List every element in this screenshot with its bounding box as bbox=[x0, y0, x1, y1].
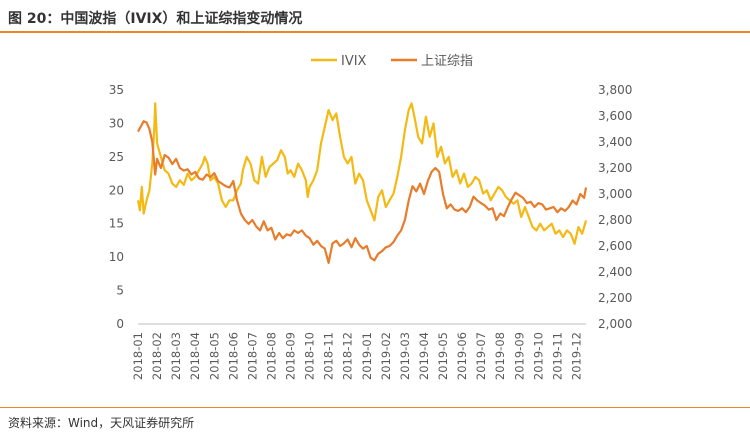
x-tick-label: 2019-11 bbox=[550, 332, 564, 380]
x-tick-label: 2019-10 bbox=[531, 332, 545, 380]
x-tick-label: 2019-12 bbox=[569, 332, 583, 380]
y-right-tick-label: 3,600 bbox=[598, 109, 632, 123]
y-left-tick-label: 30 bbox=[109, 116, 124, 130]
x-tick-label: 2018-05 bbox=[207, 332, 221, 380]
x-tick-label: 2019-07 bbox=[474, 332, 488, 380]
x-tick-label: 2018-09 bbox=[284, 332, 298, 380]
x-tick-label: 2019-02 bbox=[379, 332, 393, 380]
y-left-tick-label: 25 bbox=[109, 150, 124, 164]
y-left-tick-label: 15 bbox=[109, 217, 124, 231]
x-tick-label: 2018-08 bbox=[264, 332, 278, 380]
x-tick-label: 2019-09 bbox=[512, 332, 526, 380]
footer-divider bbox=[0, 407, 750, 408]
x-tick-label: 2018-01 bbox=[131, 332, 145, 380]
y-left-tick-label: 35 bbox=[109, 83, 124, 97]
x-tick-label: 2018-06 bbox=[226, 332, 240, 380]
figure-title: 图 20：中国波指（IVIX）和上证综指变动情况 bbox=[8, 11, 303, 27]
y-left-tick-label: 0 bbox=[116, 317, 124, 331]
y-left-tick-label: 5 bbox=[116, 284, 124, 298]
x-tick-label: 2018-03 bbox=[169, 332, 183, 380]
y-left-tick-label: 20 bbox=[109, 183, 124, 197]
x-tick-label: 2018-10 bbox=[303, 332, 317, 380]
line-chart: IVIX 上证综指 0 5 10 15 20 25 30 35 2,000 2,200 2,400 2,… bbox=[109, 54, 633, 380]
source-note: 资料来源：Wind，天风证券研究所 bbox=[8, 416, 195, 430]
y-right-tick-label: 2,800 bbox=[598, 213, 632, 227]
x-tick-label: 2018-07 bbox=[245, 332, 259, 380]
x-tick-label: 2019-05 bbox=[436, 332, 450, 380]
chart-axes: 0 5 10 15 20 25 30 35 2,000 2,200 2,400 2,600 2,800 3… bbox=[109, 83, 633, 380]
title-divider bbox=[0, 31, 750, 33]
x-tick-label: 2019-06 bbox=[455, 332, 469, 380]
series-line-ivix bbox=[136, 102, 588, 245]
y-right-tick-label: 2,600 bbox=[598, 239, 632, 253]
series-line-sse bbox=[137, 120, 588, 264]
y-right-tick-label: 2,400 bbox=[598, 265, 632, 279]
x-tick-label: 2018-11 bbox=[322, 332, 336, 380]
x-tick-label: 2019-03 bbox=[398, 332, 412, 380]
x-tick-label: 2018-04 bbox=[188, 332, 202, 380]
y-right-tick-label: 3,200 bbox=[598, 161, 632, 175]
y-right-tick-label: 2,200 bbox=[598, 291, 632, 305]
chart-legend: IVIX 上证综指 bbox=[311, 54, 473, 69]
x-tick-label: 2018-02 bbox=[150, 332, 164, 380]
y-right-tick-label: 3,800 bbox=[598, 83, 632, 97]
legend-item-ivix-label: IVIX bbox=[341, 54, 367, 69]
y-right-tick-label: 3,400 bbox=[598, 135, 632, 149]
y-right-tick-label: 3,000 bbox=[598, 187, 632, 201]
y-left-tick-label: 10 bbox=[109, 250, 124, 264]
x-tick-label: 2019-01 bbox=[360, 332, 374, 380]
x-tick-label: 2018-12 bbox=[341, 332, 355, 380]
x-tick-label: 2019-08 bbox=[493, 332, 507, 380]
x-tick-label: 2019-04 bbox=[417, 332, 431, 380]
legend-item-sse-label: 上证综指 bbox=[421, 54, 473, 69]
y-right-tick-label: 2,000 bbox=[598, 317, 632, 331]
chart-series bbox=[136, 102, 588, 264]
